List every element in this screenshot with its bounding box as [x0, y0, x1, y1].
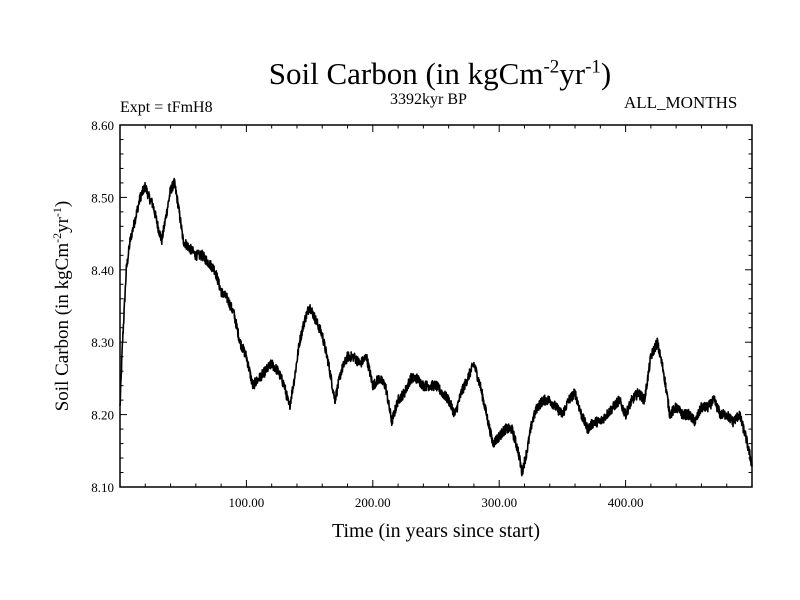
x-tick-label: 400.00 [608, 495, 644, 510]
y-tick-label: 8.10 [91, 480, 114, 495]
y-tick-label: 8.40 [91, 263, 114, 278]
y-tick-label: 8.60 [91, 118, 114, 133]
x-tick-label: 300.00 [481, 495, 517, 510]
y-tick-label: 8.50 [91, 190, 114, 205]
x-tick-label: 100.00 [229, 495, 265, 510]
chart-subtitle: 3392kyr BP [390, 91, 467, 108]
x-axis-label: Time (in years since start) [332, 520, 540, 542]
series-line [119, 177, 753, 477]
plot-frame [119, 124, 753, 488]
x-tick-label: 200.00 [355, 495, 391, 510]
experiment-label: Expt = tFmH8 [120, 99, 213, 116]
y-tick-label: 8.30 [91, 335, 114, 350]
months-label: ALL_MONTHS [624, 93, 738, 112]
chart-title: Soil Carbon (in kgCm-2yr-1) [268, 56, 612, 91]
y-axis-label: Soil Carbon (in kgCm-2yr-1) [50, 201, 73, 412]
y-tick-label: 8.20 [91, 408, 114, 423]
